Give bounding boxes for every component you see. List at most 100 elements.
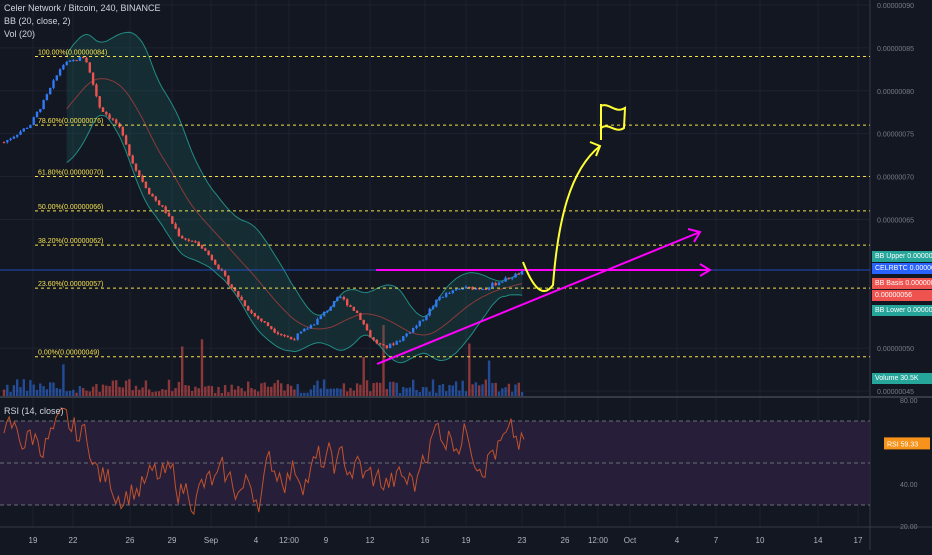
candle-body xyxy=(95,84,98,97)
candle-body xyxy=(458,288,461,290)
candle-body xyxy=(346,299,349,306)
candle-body xyxy=(435,299,438,307)
candle-body xyxy=(326,310,329,313)
candle-body xyxy=(382,344,385,346)
time-tick-label: 26 xyxy=(126,536,135,545)
volume-bar xyxy=(322,379,326,396)
time-tick-label: 23 xyxy=(518,536,527,545)
candle-body xyxy=(151,193,154,197)
volume-bar xyxy=(425,387,428,396)
candle-body xyxy=(91,72,95,85)
volume-bar xyxy=(418,392,421,396)
candle-body xyxy=(520,270,524,275)
candle-body xyxy=(471,286,474,290)
volume-bar xyxy=(95,384,98,396)
candle-body xyxy=(65,61,68,66)
volume-bar xyxy=(435,392,438,396)
candle-body xyxy=(141,175,144,182)
candle-body xyxy=(398,340,402,342)
candle-body xyxy=(375,339,379,344)
rsi-legend[interactable]: RSI (14, close) xyxy=(4,406,64,416)
volume-bar xyxy=(187,385,190,396)
volume-bar xyxy=(253,389,256,396)
volume-bar xyxy=(415,389,418,396)
volume-bar xyxy=(190,391,194,396)
volume-bar xyxy=(326,388,329,396)
volume-bar xyxy=(214,392,217,396)
volume-bar xyxy=(319,388,322,396)
price-label-box: 0.00000056 xyxy=(872,290,932,301)
candle-body xyxy=(148,187,151,194)
candle-body xyxy=(45,94,49,101)
candle-body xyxy=(247,306,250,311)
volume-bar xyxy=(167,379,171,396)
candle-body xyxy=(49,87,52,95)
volume-bar xyxy=(385,389,388,396)
volume-bar xyxy=(91,386,95,396)
projection-arrowhead xyxy=(589,141,602,157)
candle-body xyxy=(204,248,207,251)
candle-body xyxy=(250,310,253,314)
time-tick-label: 22 xyxy=(69,536,78,545)
volume-bar xyxy=(280,383,283,396)
candle-body xyxy=(306,328,309,330)
volume-bar xyxy=(197,388,200,396)
volume-bar xyxy=(497,391,501,396)
symbol-legend[interactable]: Celer Network / Bitcoin, 240, BINANCE xyxy=(4,3,161,13)
candle-body xyxy=(415,325,418,328)
candle-body xyxy=(293,339,296,341)
volume-bar xyxy=(468,343,471,396)
candle-body xyxy=(171,216,174,224)
volume-bar xyxy=(474,382,478,396)
volume-bar xyxy=(247,381,250,396)
candle-body xyxy=(418,320,421,326)
candle-body xyxy=(431,306,435,309)
volume-bar xyxy=(52,382,55,396)
candle-body xyxy=(174,223,177,229)
candle-body xyxy=(9,138,12,141)
volume-bar xyxy=(22,379,25,396)
volume-bar xyxy=(339,388,342,396)
candle-body xyxy=(78,57,82,61)
candle-body xyxy=(164,206,167,214)
volume-bar xyxy=(487,360,491,396)
candle-body xyxy=(190,240,194,242)
candle-body xyxy=(187,239,190,241)
volume-bar xyxy=(451,385,454,396)
volume-legend[interactable]: Vol (20) xyxy=(4,29,36,39)
candle-body xyxy=(167,213,171,217)
candle-body xyxy=(402,336,405,341)
candle-body xyxy=(19,131,22,135)
volume-bar xyxy=(511,391,514,396)
candle-body xyxy=(355,310,359,313)
volume-bar xyxy=(29,380,32,396)
bb-legend[interactable]: BB (20, close, 2) xyxy=(4,16,71,26)
candle-body xyxy=(124,135,128,145)
resistance-arrowhead xyxy=(699,263,712,277)
candle-body xyxy=(121,126,124,136)
volume-bar xyxy=(286,384,289,396)
candle-body xyxy=(487,287,491,290)
time-tick-label: 12:00 xyxy=(588,536,609,545)
candle-body xyxy=(62,65,65,70)
volume-bar xyxy=(174,388,177,396)
price-label-box: BB Basis 0.00000057 xyxy=(872,278,932,289)
candle-body xyxy=(22,128,25,132)
candle-body xyxy=(88,62,91,73)
volume-bar xyxy=(177,381,181,396)
volume-bar xyxy=(19,387,22,396)
volume-bar xyxy=(445,391,448,396)
candle-body xyxy=(352,306,355,311)
candle-body xyxy=(445,293,448,297)
candle-body xyxy=(227,275,230,285)
volume-bar xyxy=(471,384,474,396)
candle-body xyxy=(385,345,388,348)
volume-bar xyxy=(270,386,273,396)
candle-body xyxy=(313,324,316,326)
volume-bar xyxy=(316,380,319,396)
candle-body xyxy=(25,128,29,130)
candle-body xyxy=(194,241,197,243)
volume-bar xyxy=(260,383,263,396)
